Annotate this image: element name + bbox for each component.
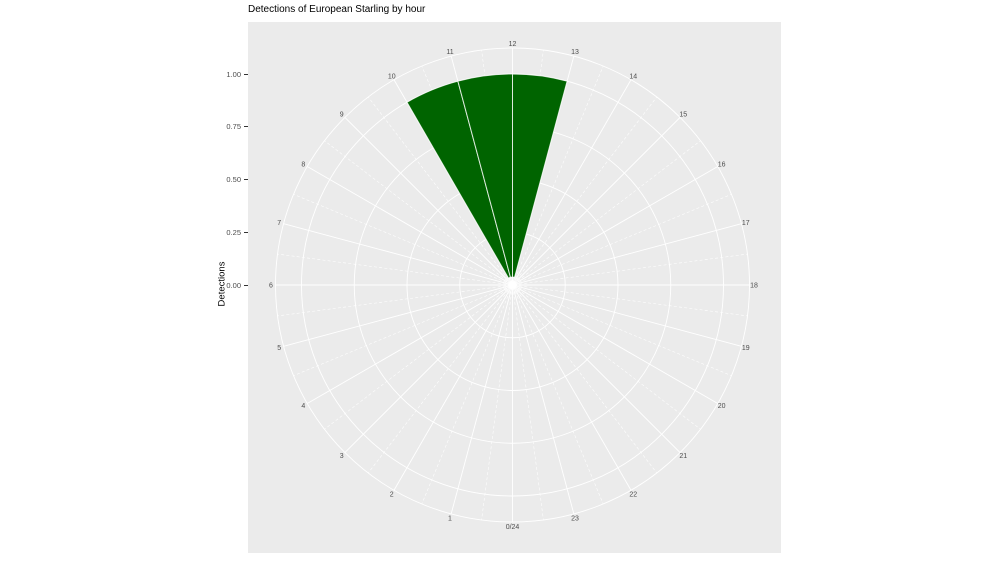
- hour-label-23: 23: [571, 516, 579, 523]
- hour-label-3: 3: [340, 453, 344, 460]
- y-tick-mark: [243, 73, 248, 75]
- hour-label-16: 16: [718, 162, 726, 169]
- hour-label-7: 7: [277, 220, 281, 227]
- grid-spoke-major: [283, 284, 513, 347]
- hour-label-8: 8: [301, 162, 305, 169]
- hour-label-9: 9: [340, 112, 344, 119]
- y-tick-label-0.00: 0.00: [226, 280, 241, 290]
- hour-label-2: 2: [390, 492, 394, 499]
- hour-label-12: 12: [509, 41, 517, 48]
- hour-label-11: 11: [446, 49, 453, 56]
- grid-spoke-minor: [513, 96, 657, 284]
- grid-spoke-minor: [368, 96, 512, 284]
- hour-label-22: 22: [629, 492, 637, 499]
- grid-spoke-minor: [368, 286, 512, 474]
- grid-circle-outer: [275, 47, 750, 523]
- hour-label-20: 20: [718, 403, 726, 410]
- hour-label-0-24: 0/24: [506, 524, 520, 531]
- y-tick-mark: [243, 126, 248, 128]
- grid-spoke-major: [512, 284, 742, 347]
- grid-spoke-minor: [513, 284, 748, 317]
- grid-spoke-major: [512, 79, 632, 286]
- grid-spoke-minor: [513, 140, 701, 285]
- grid-spoke-major: [512, 284, 575, 515]
- grid-spoke-minor: [512, 286, 544, 521]
- hour-label-1: 1: [448, 516, 452, 523]
- polar-chart: 0/24123456789101112131415161718192021222…: [248, 22, 781, 553]
- y-tick-label-0.50: 0.50: [226, 175, 241, 184]
- grid-spoke-major: [512, 284, 681, 453]
- hour-label-17: 17: [742, 220, 750, 227]
- grid-spoke-major: [450, 284, 513, 515]
- grid-spoke-minor: [513, 286, 657, 474]
- grid-spoke-major: [512, 284, 718, 404]
- grid-spoke-minor: [293, 285, 512, 376]
- grid-spoke-minor: [513, 285, 701, 430]
- grid-spoke-minor: [512, 65, 604, 284]
- grid-spoke-minor: [324, 140, 512, 285]
- grid-spoke-minor: [324, 285, 512, 430]
- grid-spoke-major: [344, 117, 513, 286]
- hour-label-21: 21: [679, 453, 687, 460]
- y-tick-mark: [243, 284, 248, 286]
- chart-title: Detections of European Starling by hour: [248, 4, 426, 15]
- hour-label-19: 19: [742, 345, 750, 352]
- hour-label-10: 10: [388, 73, 396, 80]
- grid-spoke-minor: [513, 285, 732, 376]
- hour-label-5: 5: [277, 345, 281, 352]
- grid-spoke-minor: [512, 286, 604, 505]
- grid-spoke-major: [307, 166, 513, 286]
- grid-spoke-minor: [293, 194, 512, 285]
- y-tick-label-1.00: 1.00: [226, 69, 241, 79]
- grid-spoke-major: [393, 284, 513, 491]
- grid-spoke-minor: [513, 194, 732, 285]
- bar-wedge-hour-12: [512, 73, 568, 278]
- hour-label-18: 18: [750, 282, 758, 289]
- grid-spoke-minor: [277, 253, 512, 286]
- y-tick-label-0.75: 0.75: [226, 122, 241, 132]
- y-tick-label-0.25: 0.25: [226, 227, 241, 237]
- grid-spoke-major: [344, 284, 513, 453]
- grid-spoke-major: [512, 166, 718, 286]
- grid-spoke-minor: [513, 253, 748, 286]
- hour-label-13: 13: [571, 49, 579, 56]
- hour-label-14: 14: [629, 73, 637, 80]
- grid-spoke-major: [283, 223, 513, 286]
- grid-spoke-minor: [277, 284, 512, 317]
- grid-spoke-major: [512, 223, 742, 286]
- grid-spoke-minor: [481, 286, 513, 521]
- hour-label-6: 6: [269, 282, 273, 289]
- grid-spoke-major: [512, 117, 681, 286]
- grid-spoke-major: [512, 284, 632, 491]
- grid-spoke-major: [307, 284, 513, 404]
- hour-label-4: 4: [301, 403, 305, 410]
- y-tick-mark: [243, 231, 248, 233]
- grid-spoke-minor: [421, 286, 513, 505]
- hour-label-15: 15: [679, 112, 687, 119]
- y-tick-mark: [243, 179, 248, 180]
